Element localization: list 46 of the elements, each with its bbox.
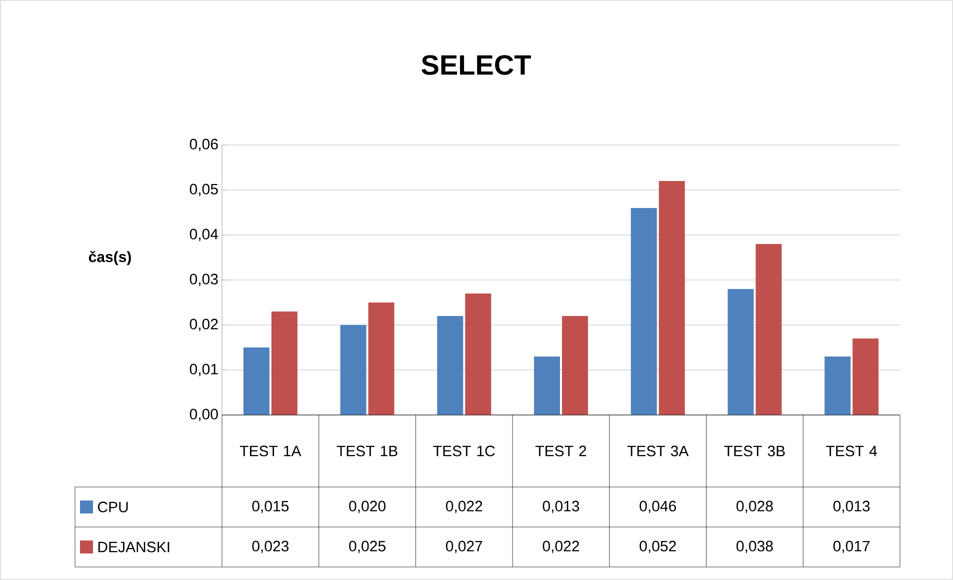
bar xyxy=(824,356,851,415)
x-tick-label: TEST 4 xyxy=(826,446,877,456)
bar xyxy=(756,244,782,415)
y-axis-title: čas(s) xyxy=(88,250,131,266)
data-label: 0,023 xyxy=(252,540,289,554)
data-label: 0,022 xyxy=(446,500,482,514)
y-tick-label: 0,06 xyxy=(190,138,218,152)
x-tick-label: TEST 2 xyxy=(535,446,586,456)
data-label: 0,046 xyxy=(640,500,676,514)
bar xyxy=(437,316,464,415)
x-tick-label: TEST 1C xyxy=(433,446,495,456)
data-label: 0,052 xyxy=(640,540,676,554)
x-tick-label: TEST 3B xyxy=(724,446,785,456)
bar xyxy=(630,208,657,415)
bar xyxy=(243,347,270,415)
bar xyxy=(271,311,298,415)
y-tick-label: 0,03 xyxy=(190,274,218,286)
bar xyxy=(562,316,588,415)
data-label: 0,028 xyxy=(736,500,773,514)
bar xyxy=(852,338,879,415)
x-tick-label: TEST 3A xyxy=(627,446,689,456)
y-tick-label: 0,00 xyxy=(190,408,218,422)
bar xyxy=(340,324,366,415)
data-label: 0,015 xyxy=(252,500,289,514)
y-tick-label: 0,04 xyxy=(190,228,218,242)
data-label: 0,022 xyxy=(542,540,580,554)
data-label: 0,013 xyxy=(542,500,580,514)
y-tick-label: 0,01 xyxy=(190,364,218,376)
bar xyxy=(534,356,560,415)
bar xyxy=(465,293,492,415)
legend-label: CPU xyxy=(98,502,128,512)
data-label: 0,017 xyxy=(833,540,870,554)
bar xyxy=(368,302,394,415)
chart-title: SELECT xyxy=(422,55,531,75)
bar xyxy=(658,180,685,415)
data-label: 0,038 xyxy=(736,540,773,554)
legend-label: DEJANSKI xyxy=(98,542,170,552)
y-tick-label: 0,05 xyxy=(190,184,218,196)
data-label: 0,025 xyxy=(349,540,386,554)
x-tick-label: TEST 1A xyxy=(240,446,302,456)
y-tick-label: 0,02 xyxy=(190,318,218,332)
bar xyxy=(728,288,754,415)
data-label: 0,020 xyxy=(349,500,386,514)
data-label: 0,027 xyxy=(446,540,482,554)
x-tick-label: TEST 1B xyxy=(336,446,398,456)
data-label: 0,013 xyxy=(833,500,870,514)
